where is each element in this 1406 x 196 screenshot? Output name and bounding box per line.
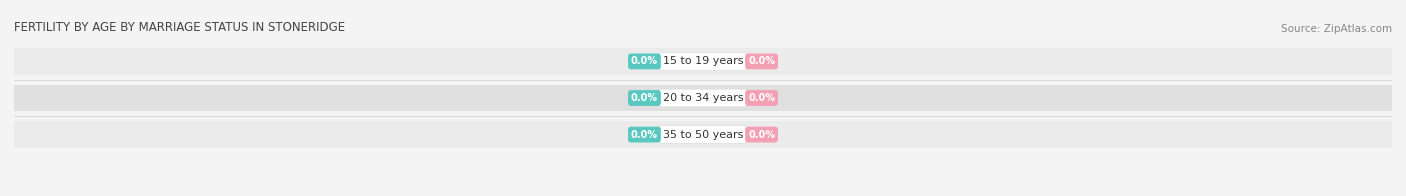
Text: Source: ZipAtlas.com: Source: ZipAtlas.com [1281, 24, 1392, 34]
Text: 35 to 50 years: 35 to 50 years [662, 130, 744, 140]
Text: 0.0%: 0.0% [631, 56, 658, 66]
Text: 15 to 19 years: 15 to 19 years [662, 56, 744, 66]
Text: 0.0%: 0.0% [748, 56, 775, 66]
Bar [14, 121, 1392, 148]
Bar [14, 48, 1392, 75]
Text: 0.0%: 0.0% [631, 93, 658, 103]
Text: 0.0%: 0.0% [631, 130, 658, 140]
Bar [14, 85, 1392, 111]
Text: FERTILITY BY AGE BY MARRIAGE STATUS IN STONERIDGE: FERTILITY BY AGE BY MARRIAGE STATUS IN S… [14, 21, 346, 34]
Text: 0.0%: 0.0% [748, 130, 775, 140]
Text: 0.0%: 0.0% [748, 93, 775, 103]
Text: 20 to 34 years: 20 to 34 years [662, 93, 744, 103]
